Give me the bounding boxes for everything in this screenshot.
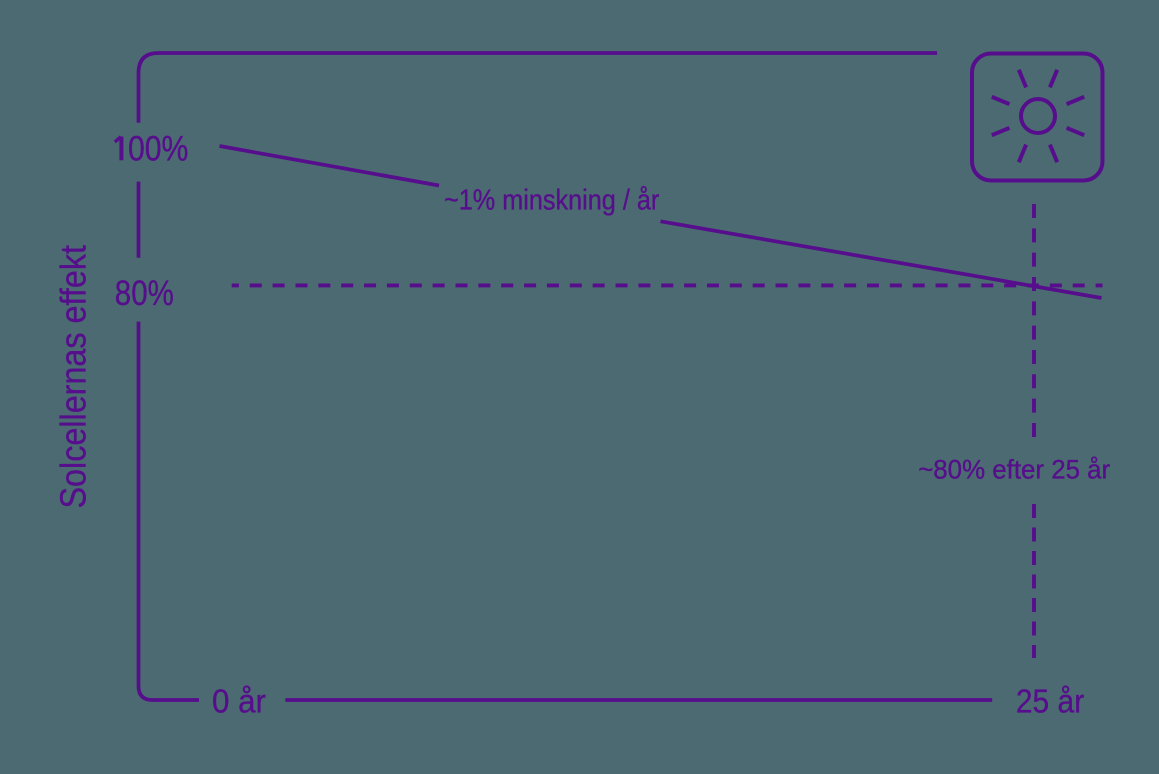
svg-text:25 år: 25 år bbox=[1016, 683, 1084, 720]
svg-text:80%: 80% bbox=[115, 273, 174, 313]
svg-text:~1% minskning / år: ~1% minskning / år bbox=[444, 184, 660, 216]
svg-text:~80% efter 25 år: ~80% efter 25 år bbox=[918, 454, 1110, 485]
svg-text:00%: 00% bbox=[128, 128, 188, 168]
svg-text:0 år: 0 år bbox=[212, 683, 266, 720]
svg-text:Solcellernas effekt: Solcellernas effekt bbox=[53, 245, 94, 509]
